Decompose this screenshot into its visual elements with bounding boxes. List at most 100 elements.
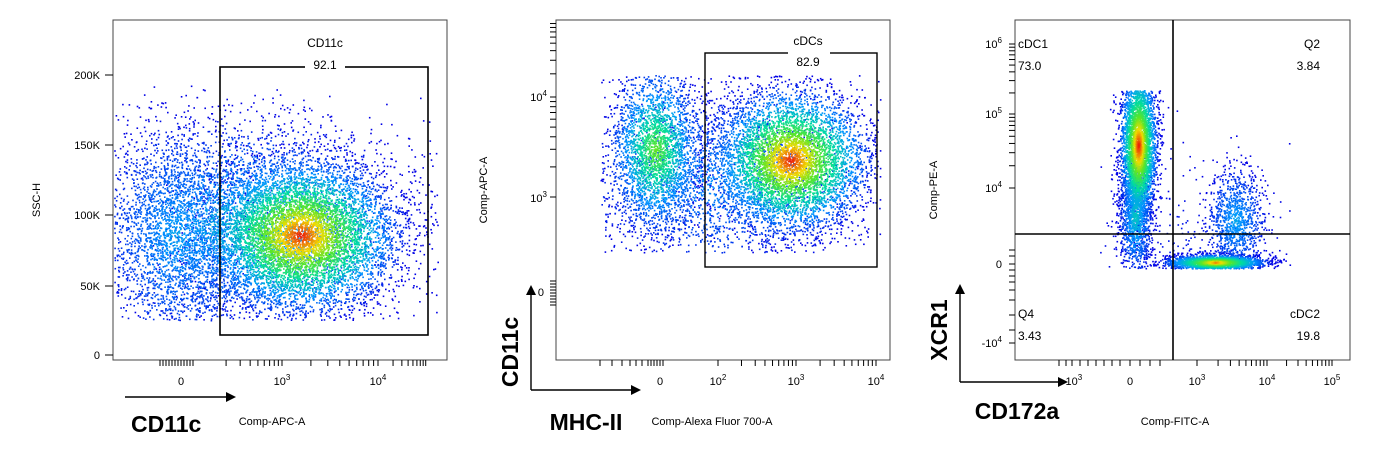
event-dot <box>170 284 172 286</box>
event-dot <box>425 194 427 196</box>
event-dot <box>302 165 304 167</box>
event-dot <box>183 145 185 147</box>
event-dot <box>253 288 255 290</box>
event-dot <box>278 156 280 158</box>
event-dot <box>119 194 121 196</box>
event-dot <box>247 168 249 170</box>
event-dot <box>335 305 337 307</box>
event-dot <box>292 169 294 171</box>
event-dot <box>131 249 133 251</box>
event-dot <box>371 182 373 184</box>
event-dot <box>209 131 211 133</box>
event-dot <box>360 170 362 172</box>
event-dot <box>303 149 305 151</box>
event-dot <box>144 217 146 219</box>
event-dot <box>317 132 319 134</box>
event-dot <box>188 274 190 276</box>
event-dot <box>129 212 131 214</box>
event-dot <box>249 162 251 164</box>
event-dot <box>274 299 276 301</box>
event-dot <box>281 319 283 321</box>
event-dot <box>198 310 200 312</box>
event-dot <box>199 316 201 318</box>
event-dot <box>386 228 388 230</box>
event-dot <box>155 116 157 118</box>
event-dot <box>360 229 362 231</box>
event-dot <box>147 289 149 291</box>
event-dot <box>237 156 239 158</box>
event-dot <box>139 290 141 292</box>
event-dot <box>403 199 405 201</box>
event-dot <box>139 170 141 172</box>
event-dot <box>289 311 291 313</box>
event-dot <box>317 151 319 153</box>
event-dot <box>261 137 263 139</box>
event-dot <box>210 287 212 289</box>
event-dot <box>289 172 291 174</box>
event-dot <box>352 289 354 291</box>
event-dot <box>120 241 122 243</box>
event-dot <box>254 297 256 299</box>
event-dot <box>209 173 211 175</box>
event-dot <box>166 172 168 174</box>
event-dot <box>287 133 289 135</box>
event-dot <box>200 235 202 237</box>
event-dot <box>137 303 139 305</box>
event-dot <box>247 149 249 151</box>
event-dot <box>190 310 192 312</box>
event-dot <box>130 215 132 217</box>
event-dot <box>181 139 183 141</box>
event-dot <box>385 238 387 240</box>
event-dot <box>165 310 167 312</box>
event-dot <box>147 209 149 211</box>
event-dot <box>131 276 133 278</box>
event-dot <box>186 162 188 164</box>
event-dot <box>203 213 205 215</box>
event-dot <box>283 152 285 154</box>
event-dot <box>212 266 214 268</box>
event-dot <box>114 204 116 206</box>
event-dot <box>135 186 137 188</box>
event-dot <box>277 162 279 164</box>
event-dot <box>257 168 259 170</box>
event-dot <box>194 133 196 135</box>
event-dot <box>127 262 129 264</box>
event-dot <box>190 188 192 190</box>
event-dot <box>168 156 170 158</box>
event-dot <box>146 277 148 279</box>
event-dot <box>260 170 262 172</box>
event-dot <box>236 298 238 300</box>
event-dot <box>189 138 191 140</box>
event-dot <box>380 198 382 200</box>
event-dot <box>244 285 246 287</box>
event-dot <box>366 166 368 168</box>
event-dot <box>229 293 231 295</box>
event-dot <box>375 288 377 290</box>
event-dot <box>212 315 214 317</box>
event-dot <box>392 266 394 268</box>
event-dot <box>370 271 372 273</box>
event-dot <box>129 280 131 282</box>
event-dot <box>400 211 402 213</box>
event-dot <box>394 219 396 221</box>
event-dot <box>397 269 399 271</box>
event-dot <box>203 126 205 128</box>
event-dot <box>407 215 409 217</box>
event-dot <box>383 187 385 189</box>
event-dot <box>368 278 370 280</box>
event-dot <box>145 267 147 269</box>
event-dot <box>142 228 144 230</box>
event-dot <box>363 163 365 165</box>
event-dot <box>275 136 277 138</box>
event-dot <box>204 151 206 153</box>
event-dot <box>206 173 208 175</box>
event-dot <box>181 116 183 118</box>
event-dot <box>149 193 151 195</box>
event-dot <box>157 209 159 211</box>
event-dot <box>369 273 371 275</box>
event-dot <box>234 283 236 285</box>
event-dot <box>153 155 155 157</box>
event-dot <box>367 312 369 314</box>
event-dot <box>226 289 228 291</box>
event-dot <box>259 293 261 295</box>
